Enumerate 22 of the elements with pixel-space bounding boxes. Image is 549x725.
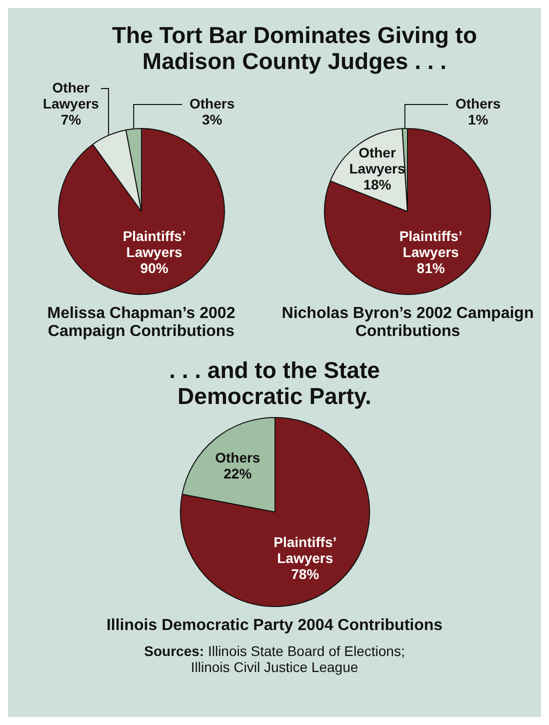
slice-label: Plaintiffs’ Lawyers (273, 534, 336, 566)
data-label: 7% (60, 111, 82, 128)
data-label: 22% (223, 466, 252, 482)
text: The Tort Bar Dominates Giving to Madison County Judges . . . (110, 21, 478, 74)
data-label: 3% (202, 111, 222, 128)
text: Nicholas Byron’s 2002 Campaign Contributions (280, 305, 535, 341)
slice-label: Other Lawyers (349, 144, 406, 177)
data-label: 18% (363, 176, 392, 193)
slice-label: Others (456, 95, 502, 112)
slice-label: Plaintiffs’ Lawyers (400, 228, 463, 260)
slice-label: Others (189, 95, 235, 112)
source-note: Sources: Illinois State Board of Elections; Illinois Civil Justice League (144, 643, 405, 675)
data-label: 90% (140, 260, 169, 276)
data-label: 78% (290, 566, 320, 582)
text: Illinois Democratic Party 2004 Contributions (105, 617, 444, 635)
data-label: 1% (468, 111, 489, 128)
text: Melissa Chapman’s 2002 Campaign Contributions (46, 305, 236, 341)
slice-label: Other Lawyers (42, 79, 99, 112)
slice-label: Others (214, 450, 260, 466)
chart-title: . . . and to the State Democratic Party. (168, 357, 381, 409)
slice-label: Plaintiffs’ Lawyers (122, 228, 186, 260)
data-label: 81% (417, 260, 446, 276)
